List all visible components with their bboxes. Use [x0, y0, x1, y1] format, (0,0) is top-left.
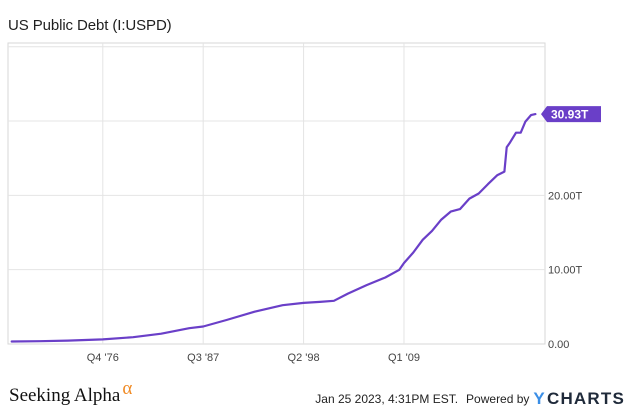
x-tick-label-3: Q1 '09 [388, 352, 420, 364]
plot-area-border [7, 42, 546, 345]
x-tick-labels: Q4 '76 Q3 '87 Q2 '98 Q1 '09 [87, 352, 420, 364]
y-tick-label-1: 10.00T [548, 265, 583, 277]
alpha-mark-icon: α [122, 378, 133, 399]
seeking-alpha-logo: Seeking Alpha α [9, 378, 132, 407]
last-value-badge: 30.93T [541, 106, 601, 123]
ycharts-logo-text: CHARTS [546, 389, 625, 408]
chart-title: US Public Debt (I:USPD) [8, 17, 172, 34]
y-tick-label-2: 20.00T [548, 190, 583, 202]
y-tick-label-0: 0.00 [548, 339, 569, 351]
ycharts-logo: Y CHARTS [533, 389, 625, 409]
timestamp: Jan 25 2023, 4:31PM EST. [315, 392, 459, 406]
x-tick-label-1: Q3 '87 [187, 352, 219, 364]
series-line [10, 113, 537, 343]
x-gridlines [102, 43, 405, 344]
last-value-badge-shape [541, 106, 601, 123]
y-gridlines [8, 46, 545, 271]
brand-name: Seeking Alpha [9, 385, 121, 406]
x-tick-label-0: Q4 '76 [87, 352, 119, 364]
footer-attribution: Jan 25 2023, 4:31PM EST. Powered by Y CHA… [315, 389, 625, 409]
powered-by-text: Powered by [466, 392, 530, 406]
last-value-label: 30.93T [551, 108, 589, 122]
y-tick-labels: 0.00 10.00T 20.00T [548, 190, 583, 351]
x-tick-label-2: Q2 '98 [288, 352, 320, 364]
ycharts-y-icon: Y [533, 389, 546, 408]
